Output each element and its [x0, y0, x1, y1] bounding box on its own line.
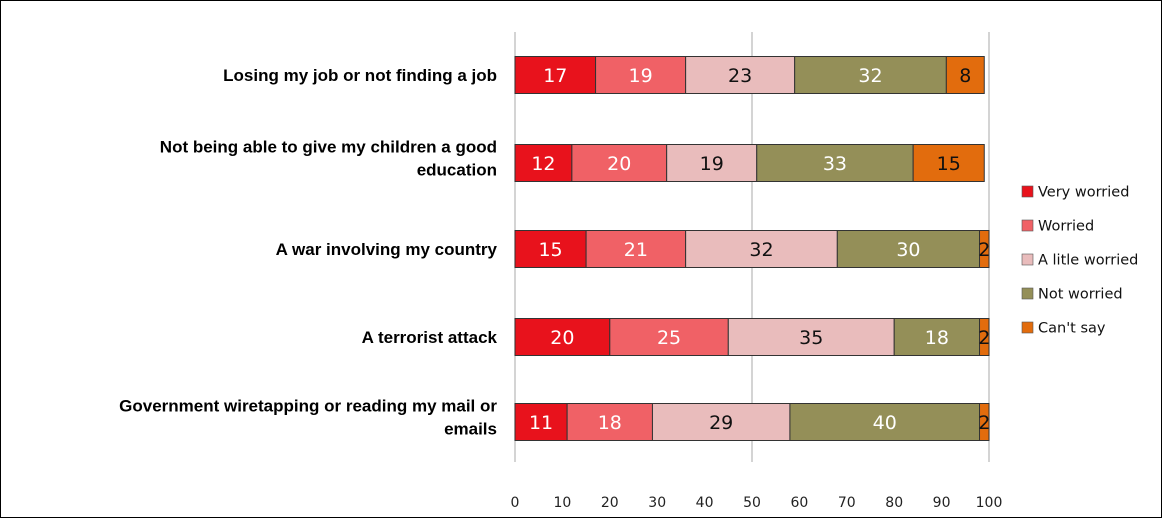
data-label: 12 [531, 153, 555, 175]
x-tick-label: 100 [976, 495, 1003, 511]
legend-label: Worried [1038, 219, 1094, 235]
data-label: 2 [978, 327, 990, 349]
bar-segment [789, 403, 981, 441]
data-label: 2 [978, 412, 990, 434]
data-label: 19 [700, 153, 724, 175]
legend-label: Not worried [1038, 287, 1123, 303]
category-label: A war involving my country [276, 240, 498, 259]
legend-swatch [1021, 253, 1034, 266]
bar-segment [685, 230, 838, 268]
bar-segment [945, 56, 985, 94]
data-label: 29 [709, 412, 733, 434]
category-label: Government wiretapping or reading my mai… [119, 397, 497, 416]
bar-segment [979, 318, 990, 356]
data-label: 15 [937, 153, 961, 175]
data-label: 32 [749, 239, 773, 261]
x-tick-label: 70 [838, 495, 856, 511]
x-tick-label: 90 [933, 495, 951, 511]
bar-segment [651, 403, 791, 441]
data-label: 30 [896, 239, 920, 261]
data-label: 18 [598, 412, 622, 434]
legend-swatch [1021, 219, 1034, 232]
category-label: Not being able to give my children a goo… [160, 138, 497, 157]
bar-segment [585, 230, 687, 268]
data-label: 2 [978, 239, 990, 261]
data-label: 8 [959, 65, 971, 87]
bar-segment [514, 403, 568, 441]
bar-segment [979, 403, 990, 441]
bar-segment [566, 403, 653, 441]
data-label: 17 [543, 65, 567, 87]
bar-segment [609, 318, 729, 356]
legend-label: Very worried [1038, 185, 1129, 201]
x-tick-label: 60 [790, 495, 808, 511]
data-label: 21 [624, 239, 648, 261]
bar-segment [912, 144, 985, 182]
bar-segment [727, 318, 895, 356]
x-tick-label: 80 [885, 495, 903, 511]
data-label: 11 [529, 412, 553, 434]
legend-swatch [1021, 287, 1034, 300]
data-label: 23 [728, 65, 752, 87]
data-label: 40 [873, 412, 897, 434]
bar-segment [514, 230, 587, 268]
x-tick-label: 40 [696, 495, 714, 511]
bar-segment [595, 56, 687, 94]
data-label: 19 [629, 65, 653, 87]
bar-segment [666, 144, 758, 182]
data-label: 20 [607, 153, 631, 175]
legend-label: A litle worried [1038, 253, 1138, 269]
bar-segment [571, 144, 668, 182]
data-label: 15 [538, 239, 562, 261]
x-tick-label: 50 [743, 495, 761, 511]
x-tick-label: 10 [553, 495, 571, 511]
bar-segment [514, 318, 611, 356]
x-tick-label: 30 [648, 495, 666, 511]
legend-label: Can't say [1038, 321, 1106, 337]
bar-segment [893, 318, 981, 356]
category-label: emails [444, 420, 497, 439]
category-label: Losing my job or not finding a job [223, 66, 497, 85]
data-label: 20 [550, 327, 574, 349]
bar-segment [794, 56, 947, 94]
data-label: 32 [858, 65, 882, 87]
data-label: 33 [823, 153, 847, 175]
bar-segment [756, 144, 914, 182]
data-label: 35 [799, 327, 823, 349]
bar-segment [836, 230, 981, 268]
bar-segment [979, 230, 990, 268]
legend-swatch [1021, 185, 1034, 198]
category-label: education [417, 161, 497, 180]
x-tick-label: 20 [601, 495, 619, 511]
bar-segment [514, 56, 597, 94]
x-tick-label: 0 [511, 495, 520, 511]
bar-segment [685, 56, 796, 94]
data-label: 25 [657, 327, 681, 349]
data-label: 18 [925, 327, 949, 349]
legend-swatch [1021, 321, 1034, 334]
category-label: A terrorist attack [362, 328, 498, 347]
